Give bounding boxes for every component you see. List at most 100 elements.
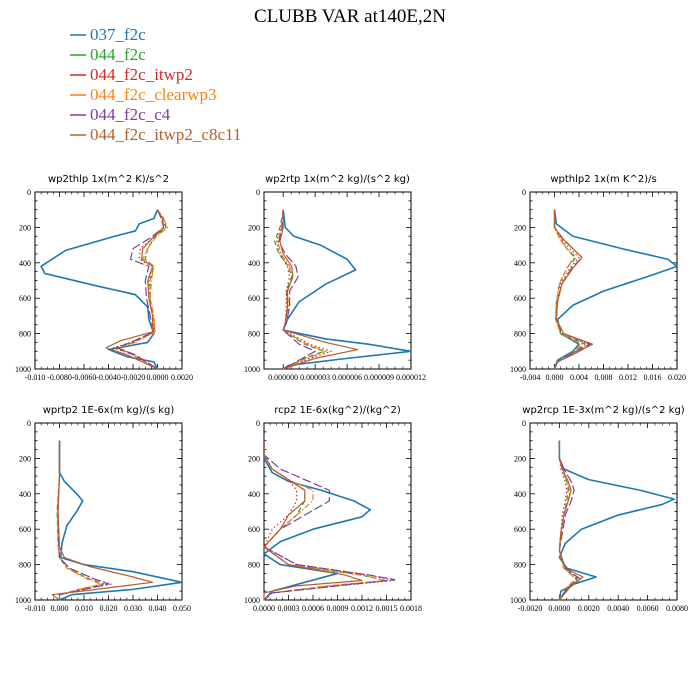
x-tick-label: 0.0003 — [278, 604, 300, 613]
x-tick-label: 0.0020 — [171, 373, 193, 382]
y-tick-label: 0 — [256, 188, 260, 197]
y-tick-label: 400 — [19, 259, 31, 268]
series-line-4 — [117, 209, 168, 370]
x-tick-label: 0.000006 — [332, 373, 362, 382]
panel-1: wp2thlp 1x(m^2 K)/s^202004006008001000-0… — [15, 174, 193, 382]
x-tick-label: 0.012 — [619, 373, 637, 382]
series-line-5 — [57, 440, 110, 600]
x-tick-label: 0.020 — [668, 373, 686, 382]
series-line-4 — [553, 209, 583, 370]
y-tick-label: 800 — [19, 561, 31, 570]
y-tick-label: 200 — [19, 454, 31, 463]
y-tick-label: 800 — [514, 330, 526, 339]
y-tick-label: 1000 — [15, 365, 31, 374]
x-tick-label: 0.000003 — [300, 373, 330, 382]
series-line-1 — [553, 209, 678, 370]
series-line-1 — [58, 440, 183, 601]
legend-label-6: 044_f2c_itwp2_c8c11 — [90, 125, 241, 144]
x-tick-label: 0.050 — [173, 604, 191, 613]
y-tick-label: 200 — [248, 223, 260, 232]
plot-frame — [529, 191, 678, 370]
y-tick-label: 0 — [522, 419, 526, 428]
panel-title: wprtp2 1E-6x(m kg)/(s kg) — [43, 405, 175, 416]
legend-label-3: 044_f2c_itwp2 — [90, 65, 193, 84]
x-tick-label: -0.010 — [25, 604, 46, 613]
series-line-1 — [40, 209, 159, 370]
plot-frame — [34, 191, 183, 370]
x-tick-label: 0.020 — [100, 604, 118, 613]
y-tick-label: 0 — [27, 188, 31, 197]
series-line-2 — [115, 209, 167, 370]
x-tick-label: 0.008 — [595, 373, 613, 382]
x-tick-label: 0.000 — [546, 373, 564, 382]
panel-title: rcp2 1E-6x(kg^2)/(kg^2) — [274, 405, 401, 416]
series-line-6 — [553, 209, 594, 370]
x-tick-label: -0.0080 — [47, 373, 72, 382]
series-line-5 — [278, 209, 316, 370]
series-line-1 — [558, 440, 675, 601]
plot-frame — [529, 422, 678, 601]
series-line-3 — [56, 440, 112, 600]
y-tick-label: 600 — [19, 525, 31, 534]
chart-title: CLUBB VAR at140E,2N — [254, 6, 446, 27]
x-tick-label: 0.010 — [75, 604, 93, 613]
y-tick-label: 0 — [27, 419, 31, 428]
x-tick-label: 0.000012 — [396, 373, 426, 382]
y-tick-label: 0 — [522, 188, 526, 197]
x-tick-label: 0.0060 — [637, 604, 659, 613]
series-line-6 — [105, 209, 165, 370]
x-tick-label: 0.0015 — [376, 604, 398, 613]
y-tick-label: 200 — [19, 223, 31, 232]
y-tick-label: 800 — [248, 561, 260, 570]
panel-title: wp2thlp 1x(m^2 K)/s^2 — [48, 174, 169, 185]
series-line-3 — [553, 209, 589, 370]
legend-label-2: 044_f2c — [90, 45, 146, 64]
y-tick-label: 600 — [19, 294, 31, 303]
y-tick-label: 800 — [19, 330, 31, 339]
x-tick-label: 0.0006 — [302, 604, 324, 613]
y-tick-label: 1000 — [244, 365, 260, 374]
x-tick-label: -0.0020 — [121, 373, 146, 382]
panel-2: wp2rtp 1x(m^2 kg)/(s^2 kg) 0 200 400 600 800 1… — [244, 174, 426, 382]
x-tick-label: 0.016 — [644, 373, 662, 382]
y-tick-label: 400 — [248, 490, 260, 499]
series-line-3 — [276, 209, 332, 370]
x-tick-label: -0.0020 — [518, 604, 543, 613]
y-tick-label: 200 — [514, 223, 526, 232]
panel-5: rcp2 1E-6x(kg^2)/(kg^2) 0 200 400 600 800 1000… — [244, 405, 422, 613]
x-tick-label: 0.000009 — [364, 373, 394, 382]
x-tick-label: 0.0080 — [666, 604, 688, 613]
y-tick-label: 800 — [514, 561, 526, 570]
y-tick-label: 400 — [514, 490, 526, 499]
y-tick-label: 200 — [514, 454, 526, 463]
series-line-3 — [558, 440, 580, 601]
x-tick-label: 0.0018 — [400, 604, 422, 613]
series-line-6 — [263, 440, 363, 600]
x-tick-label: 0.0000 — [548, 604, 570, 613]
y-tick-label: 600 — [514, 294, 526, 303]
y-tick-label: 1000 — [15, 596, 31, 605]
panel-6: wp2rcp 1E-3x(m^2 kg)/(s^2 kg) 0 200 400 600 8… — [510, 405, 688, 613]
y-tick-label: 0 — [256, 419, 260, 428]
y-tick-label: 200 — [248, 454, 260, 463]
series-line-6 — [279, 209, 359, 370]
legend-label-5: 044_f2c_c4 — [90, 105, 171, 124]
x-tick-label: 0.000 — [51, 604, 69, 613]
x-tick-label: -0.0060 — [72, 373, 97, 382]
series-line-1 — [282, 209, 412, 370]
panel-title: wp2rtp 1x(m^2 kg)/(s^2 kg) — [265, 174, 410, 185]
y-tick-label: 400 — [514, 259, 526, 268]
x-tick-label: -0.010 — [25, 373, 46, 382]
y-tick-label: 400 — [19, 490, 31, 499]
legend-label-1: 037_f2c — [90, 25, 146, 44]
y-tick-label: 1000 — [510, 365, 526, 374]
panels: wp2thlp 1x(m^2 K)/s^202004006008001000-0… — [15, 174, 688, 613]
y-tick-label: 1000 — [510, 596, 526, 605]
x-tick-label: 0.0009 — [327, 604, 349, 613]
y-tick-label: 600 — [514, 525, 526, 534]
y-tick-label: 600 — [248, 525, 260, 534]
series-line-6 — [51, 440, 154, 601]
panel-3: wpthlp2 1x(m K^2)/s 0 200 400 600 800 1000-0.0… — [510, 174, 686, 382]
y-tick-label: 1000 — [244, 596, 260, 605]
